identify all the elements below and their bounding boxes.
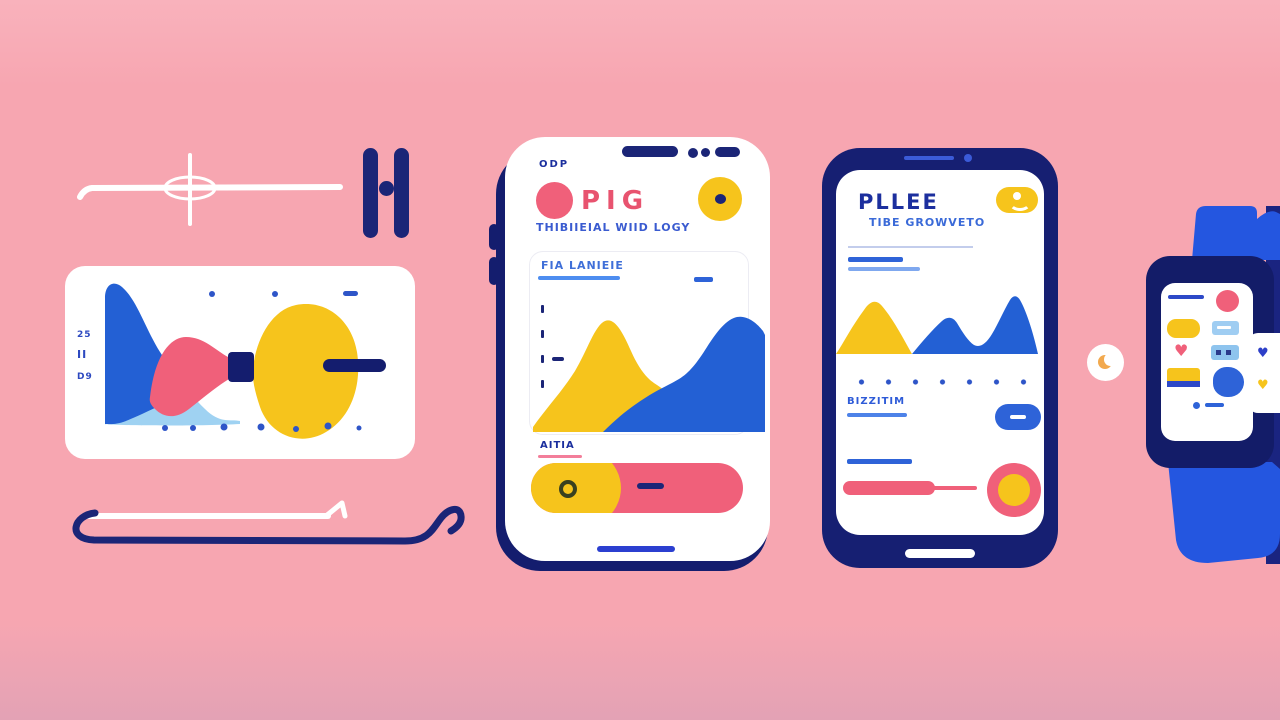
phone2-progress-track [930,486,977,490]
phone1-banner-icon [559,480,577,498]
phone2-speaker [904,156,954,160]
watch-screen: ♥ [1161,283,1253,441]
pause-bar-left-icon [363,148,378,238]
phone2-text-line [847,459,912,464]
phone2-pill-dash-icon [1010,415,1026,419]
watch-tile-yellow[interactable] [1167,319,1200,338]
pause-dot-icon [379,181,394,196]
phone1: ODP PIG THIBIIEIAL WIID LOGY FIA LANIEIE… [505,137,770,561]
phone1-status-dot-icon [701,148,710,157]
pause-mark [363,148,413,238]
phone1-volume-up-button[interactable] [489,224,499,250]
phone2-camera-dot [964,154,972,162]
phone1-speaker [622,146,678,157]
watch-tile-square [1226,350,1231,355]
phone2-profile-smile-icon [1009,195,1031,211]
watch-tile-mark [1217,326,1231,329]
phone2-pill-button[interactable] [995,404,1041,430]
notification-bubble [1087,344,1124,381]
pause-bar-right-icon [394,148,409,238]
watch-tile-square [1216,350,1221,355]
watch-strap-top [1192,206,1280,260]
phone1-battery-icon [715,147,740,157]
phone2-screen: PLLEE TIBE GROWVETO BIZZITIM [836,170,1044,535]
watch-strap-bottom [1168,462,1280,563]
watch-dash [1205,403,1224,407]
watch-tile-strip [1167,381,1200,387]
phone1-ytick [541,330,544,338]
watch-text-line [1168,295,1204,299]
arrow-line [85,500,348,519]
heart-icon[interactable]: ♥ [1174,341,1189,360]
phone2-section-label: BIZZITIM [847,396,906,407]
y-axis-label: D9 [77,372,93,382]
phone2-title: PLLEE [858,190,939,214]
phone2-text-line [848,267,920,271]
phone1-status-text: ODP [539,159,570,170]
phone1-ytick [541,305,544,313]
phone1-tagline: THIBIIEIAL WIID LOGY [536,221,691,234]
phone1-volume-down-button[interactable] [489,257,499,285]
phone2-area-chart [836,296,1038,354]
phone1-ytick [541,355,544,363]
phone1-footer-label: AITIA [540,440,575,451]
crosshair-line [77,153,343,226]
phone2-subtitle: TIBE GROWVETO [869,216,986,229]
heart-icon: ♥ [1257,378,1269,393]
y-axis-label: 25 [77,330,92,340]
watch-avatar-dot [1216,290,1239,312]
phone1-chart-title: FIA LANIEIE [541,259,624,272]
y-axis-label: II [77,348,88,361]
watch-tile-blue[interactable] [1211,345,1239,360]
phone2-action-button[interactable] [987,463,1041,517]
phone1-camera-dot [688,148,698,158]
heart-icon: ♥ [1257,346,1269,361]
phone2-divider [848,246,973,248]
crescent-mask [1104,353,1117,366]
watch-tile-blue[interactable] [1212,321,1239,335]
phone1-area-chart [533,316,765,432]
phone1-chart-dash [694,277,713,282]
watch-side-button[interactable]: ♥ ♥ [1248,333,1280,413]
analytics-card: 25 II D9 [65,266,415,459]
watch-dot [1193,402,1200,409]
phone1-ytick-dash [552,357,564,361]
watch-tile-yellow[interactable] [1167,368,1200,387]
phone2-progress-bar[interactable] [843,481,935,495]
flow-area-chart [105,283,386,439]
phone2-text-line [848,257,903,262]
phone1-logo-text: PIG [581,186,650,216]
phone2-section-underline [847,413,907,417]
phone1-ytick [541,380,544,388]
phone1-logo-dot [536,182,573,219]
phone1-chart-title-underline [538,276,620,280]
phone2-action-button-core [998,474,1030,506]
phone2-axis-dots [848,378,1044,386]
phone2-home-indicator[interactable] [905,549,975,558]
phone2-profile-button[interactable] [996,187,1038,213]
squiggle-line [72,506,465,545]
watch-blob-button[interactable] [1213,367,1244,397]
phone1-home-indicator[interactable] [597,546,675,552]
phone1-footer-underline [538,455,582,458]
phone1-avatar-dot-icon [715,194,726,204]
phone1-banner-button[interactable] [531,463,743,513]
phone1-banner-dash [637,483,664,489]
